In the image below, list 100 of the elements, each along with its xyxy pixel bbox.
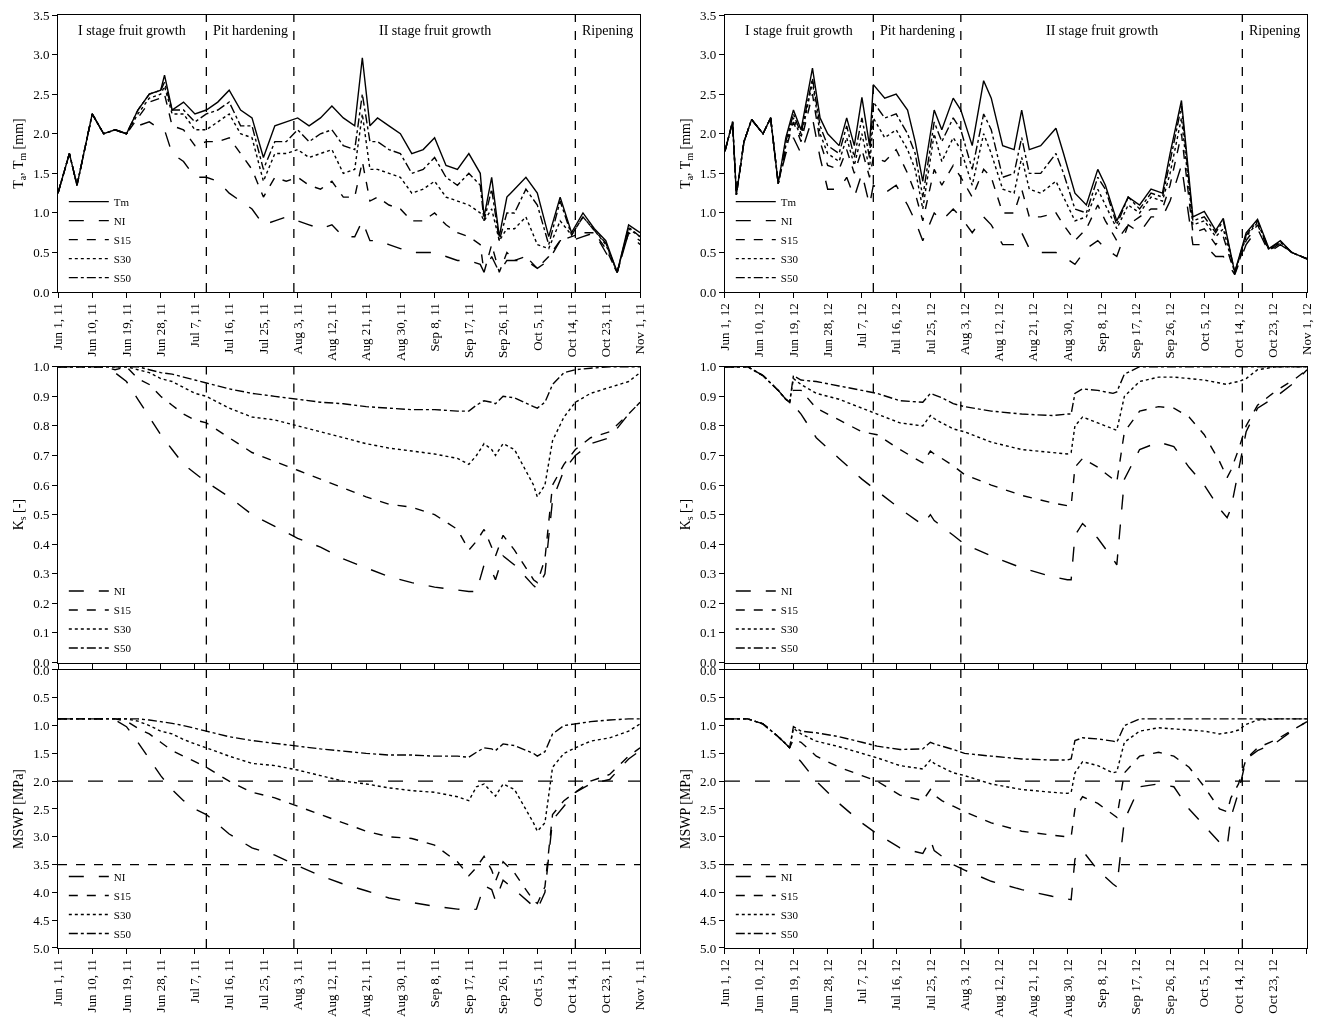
y-tick-label: 0.4 — [700, 536, 717, 552]
y-tick-label: 0.2 — [33, 595, 50, 611]
y-tick-label: 1.5 — [33, 165, 50, 181]
y-tick-label: 1.5 — [700, 165, 717, 181]
legend-label: S15 — [780, 233, 799, 246]
y-axis-title: MSWP [MPa] — [10, 768, 26, 849]
x-tick-label: Sep 17, 11 — [461, 959, 477, 1014]
legend-label: S15 — [780, 604, 799, 617]
x-tick-label: Oct 23, 11 — [598, 303, 614, 358]
x-tick-label: Oct 23, 12 — [1264, 303, 1280, 358]
y-tick-label: 4.5 — [700, 912, 717, 928]
x-tick-label: Jul 7, 12 — [854, 959, 870, 1004]
x-tick-label: Oct 5, 11 — [529, 959, 545, 1007]
annotation: Ripening — [1249, 23, 1301, 38]
annotation: I stage fruit growth — [78, 23, 186, 38]
x-tick-label: Jun 19, 12 — [785, 959, 801, 1014]
y-tick-label: 3.5 — [33, 857, 50, 873]
x-tick-label: Aug 30, 12 — [1059, 303, 1075, 362]
annotation: Ripening — [582, 23, 634, 38]
y-tick-label: 0.9 — [33, 388, 50, 404]
y-tick-label: 0.8 — [700, 418, 717, 434]
x-tick-label: Sep 26, 11 — [495, 959, 511, 1014]
x-tick-label: Jul 25, 12 — [922, 959, 938, 1011]
legend-label: S15 — [780, 889, 799, 902]
annotation: Pit hardening — [213, 23, 289, 38]
legend-label: NI — [780, 585, 793, 598]
x-tick-label: Jul 16, 12 — [888, 303, 904, 355]
x-tick-label: Sep 8, 11 — [426, 303, 442, 352]
y-tick-label: 2.0 — [33, 773, 50, 789]
x-tick-label: Jun 19, 11 — [118, 303, 134, 357]
y-tick-label: 1.0 — [33, 359, 50, 375]
y-tick-label: 0.0 — [700, 284, 717, 300]
x-tick-label: Oct 14, 11 — [563, 959, 579, 1014]
legend-label: S30 — [113, 908, 132, 921]
x-tick-label: Jun 10, 11 — [84, 303, 100, 357]
legend-label: S30 — [113, 623, 132, 636]
x-tick-label: Aug 30, 12 — [1059, 959, 1075, 1018]
x-tick-label: Jun 1, 12 — [717, 303, 733, 351]
y-tick-label: 0.3 — [33, 566, 50, 582]
x-tick-label: Jul 16, 12 — [888, 959, 904, 1011]
x-tick-label: Jul 16, 11 — [221, 959, 237, 1010]
x-tick-label: Oct 23, 12 — [1264, 959, 1280, 1014]
legend-label: S30 — [780, 623, 799, 636]
y-tick-label: 0.9 — [700, 388, 717, 404]
annotation: I stage fruit growth — [745, 23, 853, 38]
x-tick-label: Sep 26, 12 — [1162, 303, 1178, 359]
y-tick-label: 0.3 — [700, 566, 717, 582]
y-tick-label: 0.2 — [700, 595, 717, 611]
x-tick-label: Aug 21, 11 — [358, 303, 374, 361]
x-tick-label: Jul 25, 11 — [255, 959, 271, 1010]
x-tick-label: Aug 3, 12 — [956, 959, 972, 1011]
y-tick-label: 3.5 — [33, 7, 50, 23]
legend-label: NI — [113, 214, 126, 227]
x-tick-label: Aug 30, 11 — [392, 303, 408, 361]
y-axis-title: MSWP [MPa] — [677, 768, 693, 849]
x-tick-label: Sep 17, 12 — [1128, 959, 1144, 1015]
y-tick-label: 3.0 — [33, 47, 50, 63]
x-tick-label: Jun 1, 11 — [50, 303, 66, 351]
x-tick-label: Sep 8, 12 — [1093, 959, 1109, 1008]
annotation: II stage fruit growth — [379, 23, 492, 38]
x-tick-label: Oct 5, 12 — [1196, 959, 1212, 1008]
legend-label: NI — [113, 585, 126, 598]
x-tick-label: Oct 14, 11 — [563, 303, 579, 358]
legend-label: NI — [780, 214, 793, 227]
y-tick-label: 2.0 — [33, 126, 50, 142]
x-tick-label: Jun 1, 12 — [717, 959, 733, 1007]
y-tick-label: 4.0 — [33, 884, 50, 900]
x-tick-label: Aug 3, 11 — [289, 303, 305, 355]
x-tick-label: Jul 7, 11 — [187, 959, 203, 1004]
annotation: II stage fruit growth — [1046, 23, 1159, 38]
x-tick-label: Jul 7, 12 — [854, 303, 870, 348]
y-tick-label: 5.0 — [33, 940, 50, 956]
y-tick-label: 3.5 — [700, 857, 717, 873]
y-tick-label: 2.5 — [33, 86, 50, 102]
x-tick-label: Jun 28, 11 — [152, 303, 168, 357]
y-tick-label: 0.6 — [700, 477, 717, 493]
x-tick-label: Oct 23, 11 — [598, 959, 614, 1014]
x-tick-label: Jul 25, 11 — [255, 303, 271, 354]
legend-label: NI — [113, 870, 126, 883]
y-tick-label: 1.5 — [33, 745, 50, 761]
x-tick-label: Oct 5, 12 — [1196, 303, 1212, 352]
y-tick-label: 0.7 — [33, 448, 50, 464]
y-tick-label: 4.0 — [700, 884, 717, 900]
x-tick-label: Jul 25, 12 — [922, 303, 938, 355]
y-tick-label: 4.5 — [33, 912, 50, 928]
y-tick-label: 2.0 — [700, 773, 717, 789]
y-tick-label: 1.0 — [700, 359, 717, 375]
x-tick-label: Aug 3, 11 — [289, 959, 305, 1011]
x-tick-label: Jun 19, 11 — [118, 959, 134, 1013]
y-tick-label: 0.5 — [33, 507, 50, 523]
x-tick-label: Aug 21, 11 — [358, 959, 374, 1017]
legend-label: S30 — [780, 252, 799, 265]
legend-label: S30 — [780, 908, 799, 921]
x-tick-label: Aug 12, 12 — [991, 303, 1007, 362]
y-tick-label: 5.0 — [700, 940, 717, 956]
y-tick-label: 2.0 — [700, 126, 717, 142]
x-tick-label: Jul 16, 11 — [221, 303, 237, 354]
legend-label: S50 — [113, 642, 132, 655]
y-tick-label: 0.7 — [700, 448, 717, 464]
x-tick-label: Aug 21, 12 — [1025, 959, 1041, 1018]
